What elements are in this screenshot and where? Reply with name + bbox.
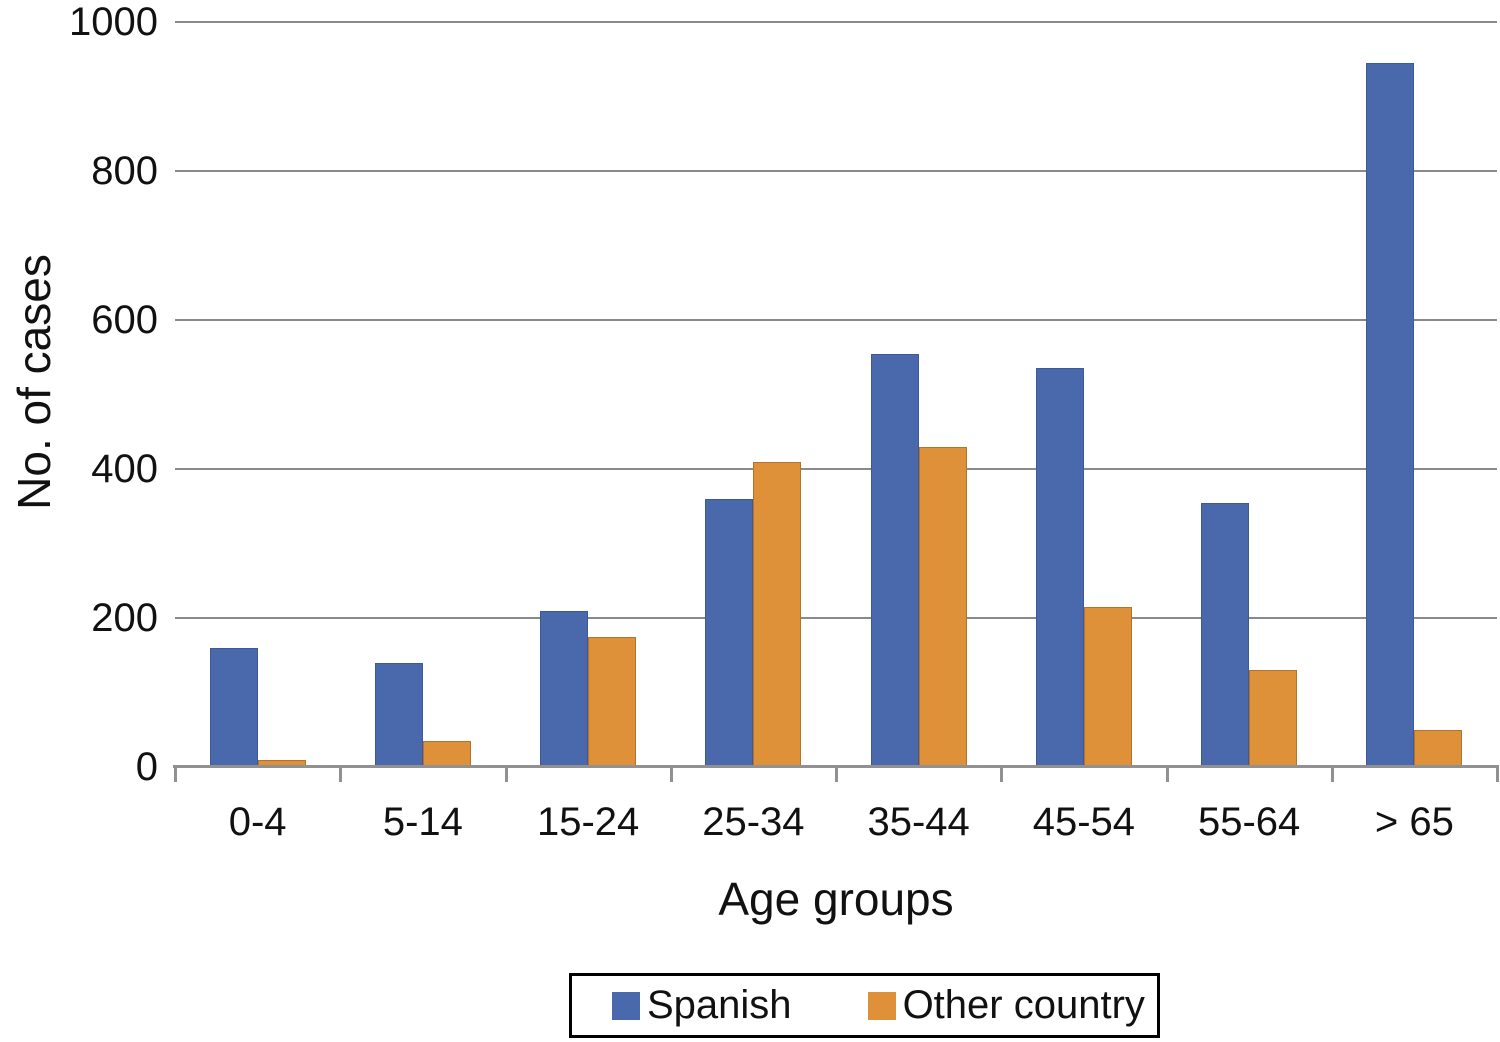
- x-axis-tick-2: [504, 768, 508, 782]
- gridline-200: [175, 617, 1497, 619]
- bar-spanish-35-44: [870, 353, 919, 767]
- legend-item-spanish: Spanish: [612, 983, 792, 1028]
- legend-label-spanish: Spanish: [647, 983, 792, 1027]
- gridline-600: [175, 319, 1497, 321]
- bar-other-country-55-64: [1249, 670, 1298, 767]
- legend-swatch-spanish: [612, 991, 640, 1020]
- x-axis-tick-8: [1496, 768, 1499, 782]
- legend-label-other-country: Other country: [902, 983, 1145, 1027]
- y-tick-label-200: 200: [91, 596, 158, 640]
- x-tick-label->65: > 65: [1374, 800, 1454, 844]
- legend: Spanish Other country: [569, 973, 1160, 1038]
- x-axis-tick-3: [669, 768, 673, 782]
- x-tick-label-45-54: 45-54: [1032, 800, 1136, 844]
- bar-spanish-15-24: [540, 610, 589, 767]
- gridline-800: [175, 170, 1497, 172]
- x-axis-line: [173, 765, 1499, 768]
- bar-spanish->65: [1366, 62, 1415, 767]
- x-axis-tick-4: [835, 768, 838, 782]
- bar-other-country-5-14: [422, 740, 471, 767]
- bar-other-country-45-54: [1083, 606, 1132, 767]
- legend-item-other-country: Other country: [867, 983, 1145, 1028]
- x-axis-tick-0: [174, 768, 177, 782]
- x-tick-label-0-4: 0-4: [228, 800, 287, 844]
- bar-spanish-5-14: [374, 662, 423, 767]
- plot-area: [175, 21, 1497, 767]
- bar-other-country-15-24: [588, 636, 637, 767]
- bar-other-country-25-34: [753, 461, 802, 767]
- x-tick-label-35-44: 35-44: [867, 800, 970, 844]
- bar-spanish-0-4: [209, 647, 258, 767]
- x-axis-title: Age groups: [718, 873, 954, 925]
- bar-spanish-25-34: [705, 498, 754, 767]
- x-axis-tick-5: [1000, 768, 1004, 782]
- x-tick-label-5-14: 5-14: [382, 800, 463, 844]
- x-tick-label-15-24: 15-24: [536, 800, 640, 844]
- gridline-400: [175, 468, 1497, 470]
- y-tick-label-800: 800: [91, 149, 158, 193]
- bar-spanish-55-64: [1201, 502, 1250, 767]
- y-tick-label-400: 400: [91, 447, 158, 491]
- x-tick-label-25-34: 25-34: [702, 800, 805, 844]
- gridline-1000: [175, 21, 1497, 23]
- legend-swatch-other-country: [867, 991, 896, 1020]
- x-axis-tick-1: [339, 768, 343, 782]
- y-tick-label-1000: 1000: [69, 0, 158, 44]
- bar-spanish-45-54: [1035, 368, 1084, 767]
- bar-other-country->65: [1414, 729, 1463, 767]
- x-tick-label-55-64: 55-64: [1197, 800, 1301, 844]
- x-axis-tick-7: [1330, 768, 1334, 782]
- y-tick-label-0: 0: [135, 745, 158, 789]
- y-tick-label-600: 600: [91, 298, 158, 342]
- x-axis-tick-6: [1165, 768, 1169, 782]
- bar-other-country-35-44: [918, 446, 967, 767]
